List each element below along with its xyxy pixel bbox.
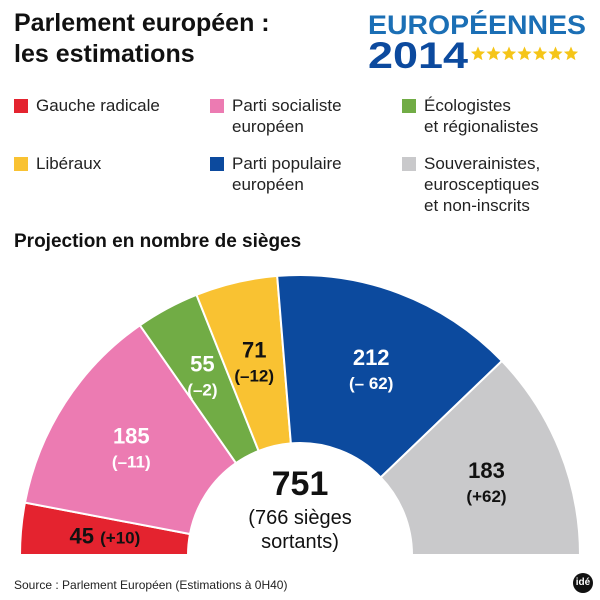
legend-label: Libéraux	[36, 154, 102, 173]
legend-item: Parti populaire européen	[210, 153, 342, 195]
hemicycle-chart: 45 (+10) 185 (–11) 55 (–2) 71 (–12) 212 (– 62) 18…	[18, 274, 582, 556]
segment-change-label: (–2)	[187, 381, 217, 400]
legend-swatch	[14, 99, 28, 113]
legend-item: Libéraux	[14, 153, 101, 174]
star-icon	[517, 46, 532, 61]
segment-value-label: 71	[242, 337, 266, 362]
logo-line-2: 2014	[368, 35, 469, 76]
hemicycle-segment	[276, 274, 504, 479]
legend-item: Souverainistes, eurosceptiques et non-in…	[402, 153, 540, 216]
star-icon	[532, 46, 548, 61]
europeennes-2014-logo: EUROPÉENNES 2014	[368, 8, 588, 78]
logo-line-1: EUROPÉENNES	[368, 9, 586, 40]
legend-swatch	[402, 99, 416, 113]
segment-value-label: 55	[190, 352, 214, 377]
total-seats-label: (766 sièges	[248, 507, 351, 529]
star-icon	[501, 46, 517, 61]
legend-item: Gauche radicale	[14, 95, 160, 116]
title-line-2: les estimations	[14, 40, 195, 68]
source-note: Source : Parlement Européen (Estimations…	[14, 578, 288, 592]
legend-swatch	[210, 157, 224, 171]
hemicycle-segment	[379, 359, 582, 556]
legend-swatch	[14, 157, 28, 171]
segment-change-label: (– 62)	[349, 374, 393, 393]
chart-subtitle: Projection en nombre de sièges	[14, 231, 302, 252]
total-seats-label: sortants)	[261, 531, 339, 553]
legend-label: Parti populaire européen	[232, 154, 342, 194]
segment-value-label: 185	[113, 424, 150, 449]
title-line-1: Parlement européen :	[14, 9, 270, 37]
ide-badge: idé	[573, 573, 593, 593]
star-icon	[486, 46, 501, 61]
page-title: Parlement européen : les estimations	[14, 8, 314, 70]
star-icon	[563, 46, 579, 61]
legend-item: Parti socialiste européen	[210, 95, 342, 137]
legend-label: Souverainistes, eurosceptiques et non-in…	[424, 154, 541, 215]
star-icons	[470, 46, 579, 61]
legend-swatch	[210, 99, 224, 113]
segment-label: 45 (+10)	[70, 524, 141, 549]
legend: Gauche radicale Parti socialiste européen…	[0, 95, 600, 225]
segment-change-label: (–11)	[112, 453, 151, 472]
hemicycle-segment	[23, 323, 238, 536]
star-icon	[548, 46, 563, 61]
legend-item: Écologistes et régionalistes	[402, 95, 538, 137]
segment-change-label: (+62)	[466, 487, 506, 506]
legend-label: Écologistes et régionalistes	[424, 96, 539, 136]
star-icon	[470, 46, 486, 61]
segment-change-label: (–12)	[234, 366, 274, 385]
legend-swatch	[402, 157, 416, 171]
segment-value-label: 183	[468, 458, 505, 483]
total-seats-value: 751	[272, 465, 329, 503]
logo-graphic: EUROPÉENNES 2014	[368, 9, 586, 76]
segment-value-label: 212	[353, 345, 390, 370]
legend-label: Gauche radicale	[36, 96, 160, 115]
legend-label: Parti socialiste européen	[232, 96, 342, 136]
